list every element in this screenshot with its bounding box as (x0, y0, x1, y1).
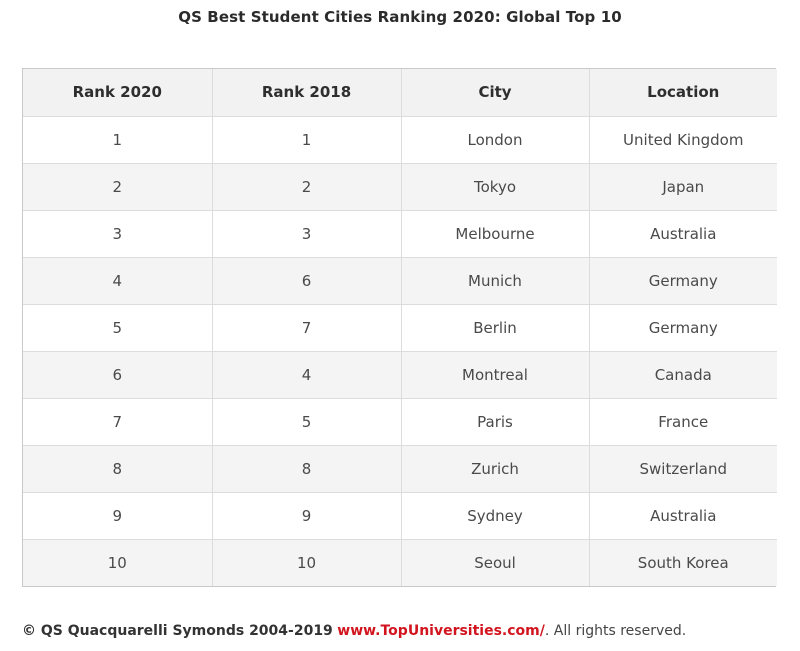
cell-rank-2018: 6 (212, 257, 402, 305)
table-row: 10 10 Seoul South Korea (23, 539, 777, 586)
topuniversities-link[interactable]: www.TopUniversities.com/ (337, 623, 545, 639)
cell-location: Australia (589, 210, 777, 258)
cell-rank-2020: 9 (23, 492, 213, 540)
cell-rank-2018: 10 (212, 539, 402, 586)
cell-rank-2020: 1 (23, 116, 213, 164)
cell-city: Zurich (401, 445, 590, 493)
table-row: 1 1 London United Kingdom (23, 116, 777, 164)
cell-city: Tokyo (401, 163, 590, 211)
table-row: 4 6 Munich Germany (23, 257, 777, 305)
cell-location: France (589, 398, 777, 446)
cell-rank-2020: 5 (23, 304, 213, 352)
copyright-footer: © QS Quacquarelli Symonds 2004-2019 www.… (22, 623, 782, 639)
table-row: 7 5 Paris France (23, 398, 777, 446)
cell-city: Munich (401, 257, 590, 305)
cell-rank-2018: 2 (212, 163, 402, 211)
copyright-owner: © QS Quacquarelli Symonds 2004-2019 (22, 623, 333, 639)
table-row: 3 3 Melbourne Australia (23, 210, 777, 258)
cell-rank-2020: 8 (23, 445, 213, 493)
ranking-table: Rank 2020 Rank 2018 City Location 1 1 Lo… (23, 69, 777, 586)
cell-rank-2020: 4 (23, 257, 213, 305)
table-header: Rank 2020 Rank 2018 City Location (23, 69, 777, 117)
column-header-rank-2018: Rank 2018 (212, 69, 402, 117)
cell-rank-2018: 9 (212, 492, 402, 540)
cell-city: Paris (401, 398, 590, 446)
cell-location: South Korea (589, 539, 777, 586)
table-row: 5 7 Berlin Germany (23, 304, 777, 352)
table-row: 2 2 Tokyo Japan (23, 163, 777, 211)
ranking-table-container: Rank 2020 Rank 2018 City Location 1 1 Lo… (22, 68, 777, 587)
rights-text: . All rights reserved. (544, 623, 687, 639)
cell-rank-2020: 2 (23, 163, 213, 211)
cell-city: London (401, 116, 590, 164)
table-row: 9 9 Sydney Australia (23, 492, 777, 540)
cell-location: United Kingdom (589, 116, 777, 164)
cell-city: Melbourne (401, 210, 590, 258)
cell-city: Seoul (401, 539, 590, 586)
table-header-row: Rank 2020 Rank 2018 City Location (23, 69, 777, 117)
cell-rank-2020: 7 (23, 398, 213, 446)
cell-rank-2018: 7 (212, 304, 402, 352)
cell-rank-2020: 10 (23, 539, 213, 586)
cell-rank-2018: 3 (212, 210, 402, 258)
table-row: 8 8 Zurich Switzerland (23, 445, 777, 493)
cell-city: Sydney (401, 492, 590, 540)
cell-rank-2020: 3 (23, 210, 213, 258)
table-row: 6 4 Montreal Canada (23, 351, 777, 399)
cell-location: Japan (589, 163, 777, 211)
cell-rank-2018: 5 (212, 398, 402, 446)
cell-rank-2018: 4 (212, 351, 402, 399)
page-title: QS Best Student Cities Ranking 2020: Glo… (178, 8, 622, 26)
cell-city: Berlin (401, 304, 590, 352)
cell-city: Montreal (401, 351, 590, 399)
cell-rank-2018: 8 (212, 445, 402, 493)
cell-location: Canada (589, 351, 777, 399)
cell-rank-2018: 1 (212, 116, 402, 164)
cell-location: Australia (589, 492, 777, 540)
column-header-rank-2020: Rank 2020 (23, 69, 213, 117)
cell-location: Switzerland (589, 445, 777, 493)
cell-rank-2020: 6 (23, 351, 213, 399)
column-header-location: Location (589, 69, 777, 117)
cell-location: Germany (589, 304, 777, 352)
cell-location: Germany (589, 257, 777, 305)
table-body: 1 1 London United Kingdom 2 2 Tokyo Japa… (23, 116, 777, 586)
column-header-city: City (401, 69, 590, 117)
